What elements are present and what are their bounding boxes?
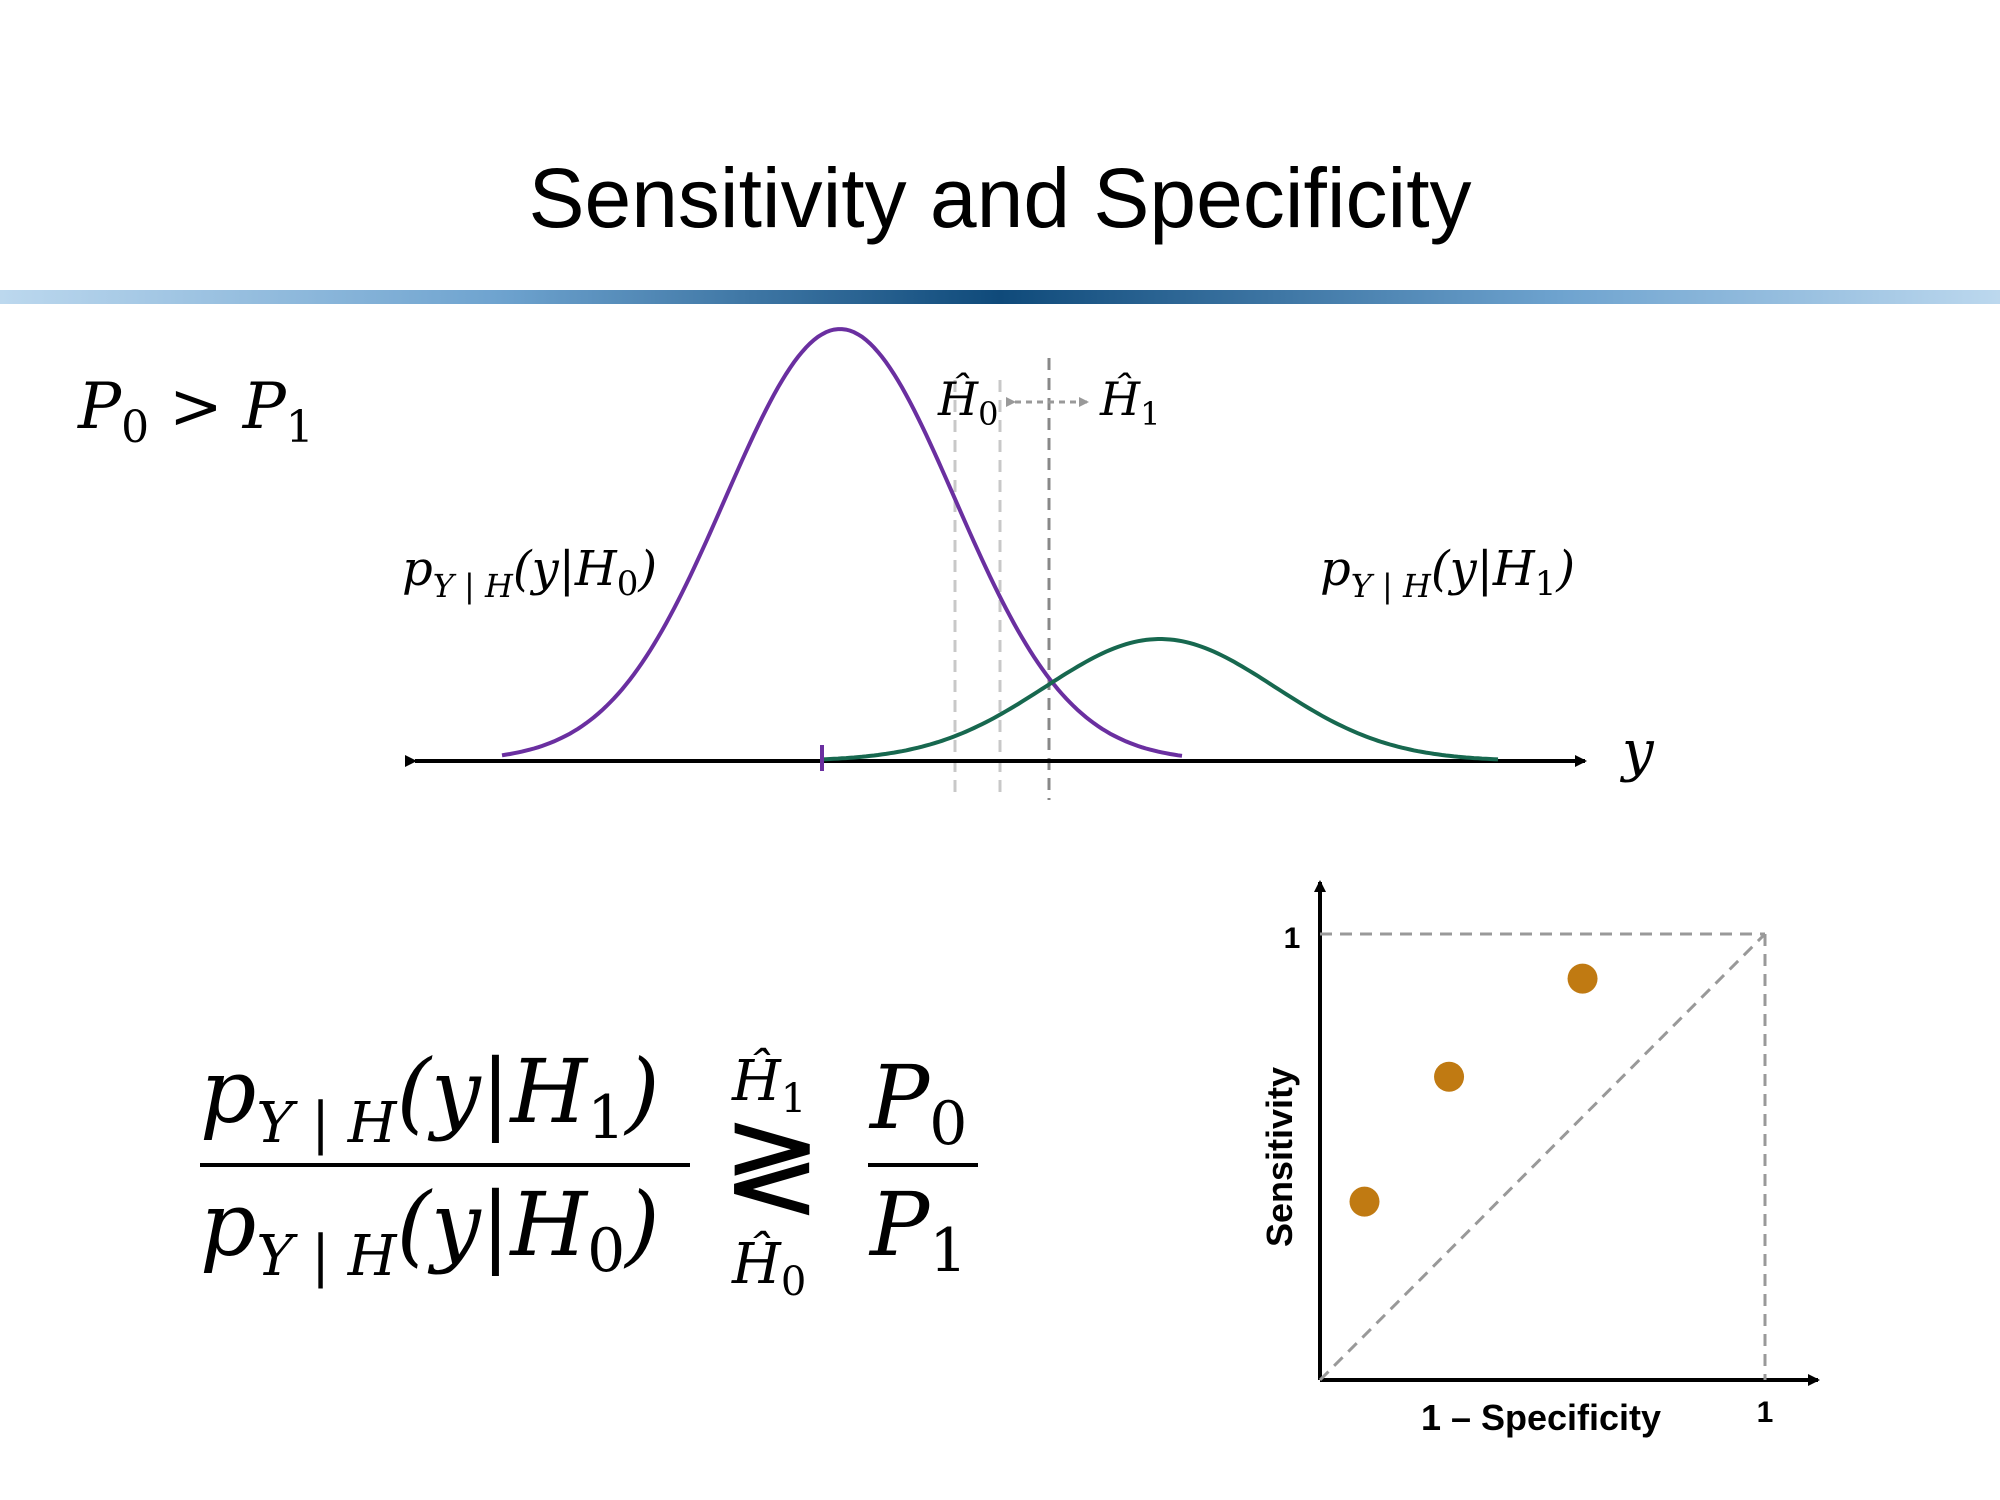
h1-density-label: pY | H(y|H1) [1320, 541, 1575, 605]
roc-y-axis-label: Sensitivity [1259, 1067, 1300, 1247]
roc-points [1349, 963, 1598, 1217]
lrt-numerator: pY | H(y|H1) [200, 1040, 660, 1156]
lrt-rhs-numerator: P0 [868, 1046, 967, 1159]
prior-condition: P0 > P1 [77, 370, 314, 453]
likelihood-ratio-test: pY | H(y|H1) pY | H(y|H0) Ĥ1 ≷ Ĥ0 P0 P1 [200, 1040, 978, 1305]
roc-x-axis-label: 1 – Specificity [1421, 1397, 1661, 1438]
roc-x-tick-1: 1 [1757, 1396, 1774, 1429]
lrt-top-hypothesis: Ĥ1 [731, 1047, 806, 1122]
roc-point-3 [1567, 963, 1598, 994]
distribution-plot: Ĥ0 Ĥ1 pY | H(y|H0) pY | H(y|H1) y [402, 327, 1655, 800]
title-divider [0, 290, 2000, 304]
y-axis-label: y [1619, 719, 1655, 784]
h0-density-label: pY | H(y|H0) [402, 541, 657, 605]
lrt-bottom-hypothesis: Ĥ0 [731, 1230, 806, 1305]
roc-point-2 [1434, 1061, 1465, 1092]
lrt-relation-symbol: ≷ [722, 1095, 823, 1234]
decision-label-h0: Ĥ0 [937, 371, 998, 433]
decision-label-h1: Ĥ1 [1099, 371, 1160, 433]
svg-text:P0>P1: P0 > P1 [77, 370, 314, 453]
h0-density-curve [501, 327, 1183, 758]
roc-chart: 1 1 1 – Specificity Sensitivity [1259, 880, 1820, 1438]
h1-density-curve [821, 637, 1499, 762]
roc-y-tick-1: 1 [1284, 922, 1301, 955]
slide-title: Sensitivity and Specificity [528, 151, 1472, 245]
lrt-rhs-denominator: P1 [868, 1173, 967, 1286]
lrt-denominator: pY | H(y|H0) [200, 1173, 660, 1289]
roc-chance-diagonal [1318, 932, 1767, 1382]
roc-point-1 [1349, 1186, 1380, 1217]
